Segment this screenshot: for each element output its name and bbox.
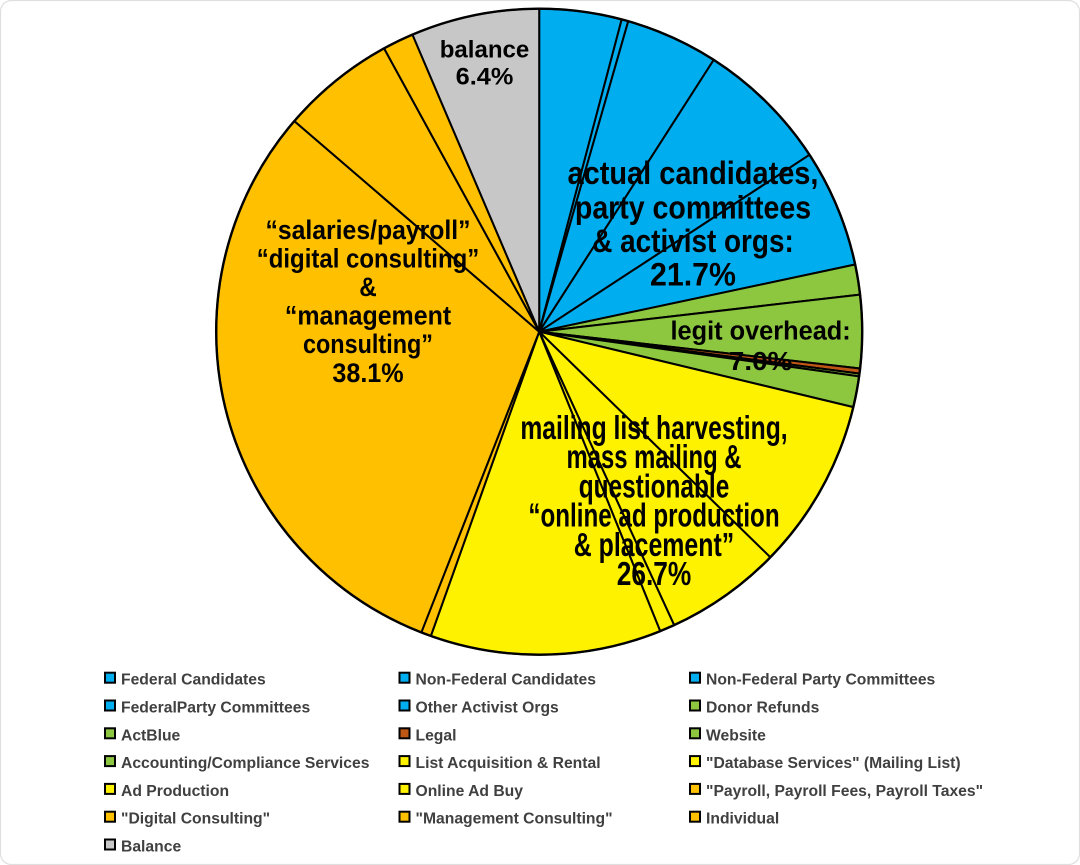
svg-text:balance: balance xyxy=(440,37,530,64)
svg-text:& placement”: & placement” xyxy=(574,527,734,564)
svg-text:mailing list harvesting,: mailing list harvesting, xyxy=(520,410,787,447)
svg-text:“management: “management xyxy=(285,301,451,331)
svg-text:Individual: Individual xyxy=(706,811,779,828)
svg-text:“salaries/payroll”: “salaries/payroll” xyxy=(266,215,471,245)
svg-text:"Payroll, Payroll Fees, Payrol: "Payroll, Payroll Fees, Payroll Taxes" xyxy=(706,783,983,800)
svg-text:List Acquisition & Rental: List Acquisition & Rental xyxy=(416,755,601,772)
svg-text:Donor Refunds: Donor Refunds xyxy=(706,700,820,717)
svg-text:“online ad production: “online ad production xyxy=(528,498,779,535)
svg-text:Online Ad Buy: Online Ad Buy xyxy=(416,783,524,800)
svg-text:party committees: party committees xyxy=(575,190,811,226)
svg-text:mass mailing &: mass mailing & xyxy=(567,439,742,476)
svg-text:Accounting/Compliance Services: Accounting/Compliance Services xyxy=(121,755,370,772)
svg-text:Non-Federal Candidates: Non-Federal Candidates xyxy=(416,672,597,689)
svg-text:actual candidates,: actual candidates, xyxy=(568,155,819,191)
svg-text:Ad Production: Ad Production xyxy=(121,783,229,800)
svg-text:26.7%: 26.7% xyxy=(617,556,692,593)
svg-text:"Database Services" (Mailing L: "Database Services" (Mailing List) xyxy=(706,755,961,772)
svg-text:FederalParty Committees: FederalParty Committees xyxy=(121,700,310,717)
svg-text:legit overhead:: legit overhead: xyxy=(671,316,851,346)
svg-text:“digital consulting”: “digital consulting” xyxy=(257,243,480,273)
svg-text:Other Activist Orgs: Other Activist Orgs xyxy=(416,700,560,717)
svg-text:21.7%: 21.7% xyxy=(650,257,736,293)
svg-text:consulting”: consulting” xyxy=(303,329,433,359)
svg-text:Non-Federal Party Committees: Non-Federal Party Committees xyxy=(706,672,936,689)
svg-text:6.4%: 6.4% xyxy=(456,64,514,91)
svg-text:Balance: Balance xyxy=(121,839,181,856)
svg-text:& activist orgs:: & activist orgs: xyxy=(592,223,794,259)
svg-text:&: & xyxy=(359,272,377,302)
svg-text:Website: Website xyxy=(706,727,766,744)
svg-text:38.1%: 38.1% xyxy=(332,358,403,388)
svg-text:"Management Consulting": "Management Consulting" xyxy=(416,811,613,828)
svg-text:"Digital Consulting": "Digital Consulting" xyxy=(121,811,270,828)
svg-text:Federal Candidates: Federal Candidates xyxy=(121,672,266,689)
svg-text:7.0%: 7.0% xyxy=(729,346,793,376)
svg-text:questionable: questionable xyxy=(579,468,730,505)
svg-text:ActBlue: ActBlue xyxy=(121,727,181,744)
svg-text:Legal: Legal xyxy=(416,727,457,744)
